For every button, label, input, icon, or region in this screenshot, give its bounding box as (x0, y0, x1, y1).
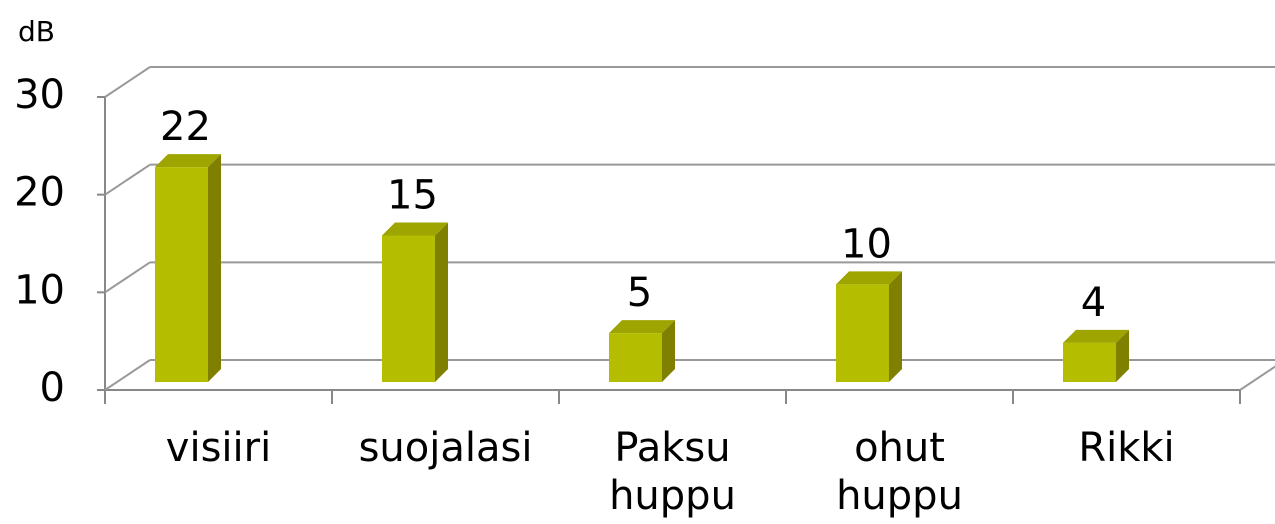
x-tick-label: ohut huppu (836, 425, 963, 519)
y-tick-label: 20 (14, 170, 65, 216)
bar (609, 320, 675, 382)
bar-side (435, 222, 448, 382)
bar-top (382, 222, 448, 236)
bar-top (609, 320, 675, 334)
bar-side (889, 271, 902, 382)
grid-line (104, 359, 151, 391)
grid-line (104, 163, 151, 196)
y-tick-label: 0 (40, 365, 65, 411)
bar-top (155, 154, 221, 168)
x-tick-label: Paksu huppu (609, 425, 736, 519)
bar-side (1116, 329, 1129, 382)
grid-line (104, 66, 151, 98)
bar-front (1063, 342, 1116, 382)
data-label: 4 (1081, 280, 1106, 326)
axis-line (1239, 365, 1275, 391)
bar (836, 271, 902, 382)
bar-front (155, 167, 208, 382)
data-label: 10 (841, 221, 892, 267)
data-label: 5 (627, 270, 652, 316)
x-tick-label: suojalasi (358, 425, 533, 471)
bar (382, 222, 448, 382)
bar (1063, 329, 1129, 382)
x-tick-label: visiiri (165, 425, 272, 471)
bar-top (1063, 329, 1129, 343)
grid-line (104, 261, 151, 294)
y-tick-label: 30 (14, 72, 65, 118)
bar-front (382, 235, 435, 382)
x-tick-label: Rikki (1078, 425, 1175, 471)
bar-side (208, 154, 221, 382)
data-label: 22 (160, 104, 211, 150)
bar-front (609, 333, 662, 382)
bar-top (836, 271, 902, 285)
bar (155, 154, 221, 382)
y-tick-label: 10 (14, 267, 65, 313)
y-axis-label: dB (18, 15, 55, 48)
bar-front (836, 284, 889, 382)
bar-side (662, 320, 675, 382)
data-label: 15 (387, 173, 438, 219)
